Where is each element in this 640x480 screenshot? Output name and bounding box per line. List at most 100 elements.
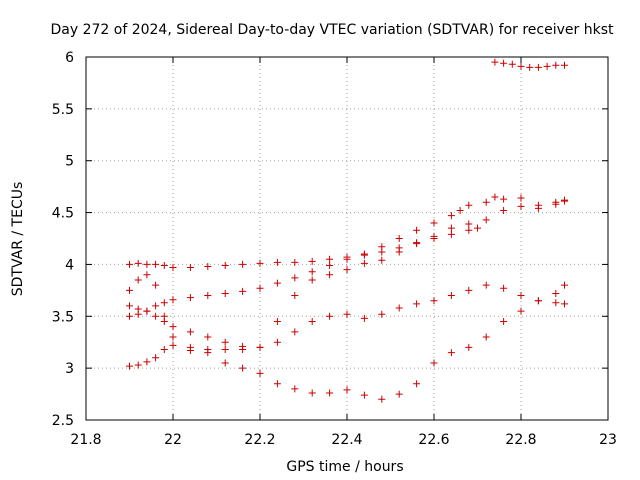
data-point xyxy=(447,230,455,238)
data-point xyxy=(169,264,177,272)
data-point xyxy=(152,260,160,268)
y-tick-label: 4 xyxy=(65,257,74,273)
y-axis-label: SDTVAR / TECUs xyxy=(10,182,26,297)
data-point xyxy=(291,385,299,393)
data-point xyxy=(360,391,368,399)
data-point xyxy=(552,61,560,69)
data-point xyxy=(500,59,508,67)
data-point xyxy=(186,347,194,355)
data-point xyxy=(160,299,168,307)
data-point xyxy=(152,312,160,320)
data-point xyxy=(134,361,142,369)
data-point xyxy=(308,317,316,325)
x-axis-label: GPS time / hours xyxy=(286,459,403,475)
y-tick-label: 6 xyxy=(65,50,74,66)
data-point xyxy=(308,257,316,265)
data-point xyxy=(343,386,351,394)
data-point xyxy=(256,259,264,267)
data-point xyxy=(169,341,177,349)
x-tick-label: 21.8 xyxy=(70,432,101,448)
data-point xyxy=(160,345,168,353)
data-point xyxy=(517,307,525,315)
data-point xyxy=(239,260,247,268)
data-point xyxy=(169,323,177,331)
chart-title: Day 272 of 2024, Sidereal Day-to-day VTE… xyxy=(51,22,614,38)
data-point xyxy=(491,193,499,201)
data-point xyxy=(413,380,421,388)
data-point xyxy=(126,362,133,370)
data-point xyxy=(186,294,194,302)
data-point xyxy=(239,287,247,295)
data-point xyxy=(517,194,525,202)
data-point xyxy=(378,310,386,318)
data-point xyxy=(256,284,264,292)
data-point xyxy=(152,281,160,289)
data-point xyxy=(360,259,368,267)
data-point xyxy=(534,63,542,71)
data-points xyxy=(126,58,568,403)
data-point xyxy=(534,297,542,305)
data-point xyxy=(126,260,133,268)
data-point xyxy=(126,312,133,320)
data-point xyxy=(456,206,464,214)
data-point xyxy=(273,317,281,325)
x-tick-label: 22.8 xyxy=(505,432,536,448)
data-point xyxy=(378,256,386,264)
x-tick-label: 23 xyxy=(599,432,617,448)
data-point xyxy=(500,195,508,203)
data-point xyxy=(221,345,229,353)
data-point xyxy=(308,268,316,276)
axis-ticks xyxy=(85,56,609,421)
data-point xyxy=(221,359,229,367)
data-point xyxy=(152,302,160,310)
data-point xyxy=(134,259,142,267)
data-point xyxy=(465,343,473,351)
data-point xyxy=(543,62,551,70)
data-point xyxy=(291,258,299,266)
data-point xyxy=(430,219,438,227)
data-point xyxy=(308,389,316,397)
data-point xyxy=(534,201,542,209)
data-point xyxy=(204,345,212,353)
data-point xyxy=(291,274,299,282)
y-tick-label: 3.5 xyxy=(52,309,74,325)
data-point xyxy=(134,276,142,284)
data-point xyxy=(143,260,151,268)
data-point xyxy=(291,328,299,336)
data-point xyxy=(482,281,490,289)
data-point xyxy=(143,307,151,315)
data-point xyxy=(204,263,212,271)
data-point xyxy=(465,226,473,234)
data-point xyxy=(239,345,247,353)
data-point xyxy=(186,328,194,336)
data-point xyxy=(413,300,421,308)
data-point xyxy=(186,264,194,272)
data-point xyxy=(395,390,403,398)
data-point xyxy=(526,63,534,71)
data-point xyxy=(308,276,316,284)
data-point xyxy=(239,364,247,372)
data-point xyxy=(343,310,351,318)
data-point xyxy=(134,305,142,313)
data-point xyxy=(482,216,490,224)
data-point xyxy=(561,281,568,289)
x-tick-label: 22 xyxy=(164,432,182,448)
x-tick-label: 22.4 xyxy=(331,432,362,448)
data-point xyxy=(447,292,455,300)
data-point xyxy=(430,297,438,305)
x-tick-label: 22.6 xyxy=(418,432,449,448)
data-point xyxy=(508,60,516,68)
data-point xyxy=(273,258,281,266)
data-point xyxy=(326,312,334,320)
data-point xyxy=(143,271,151,279)
data-point xyxy=(482,198,490,206)
data-point xyxy=(465,201,473,209)
data-point xyxy=(326,261,334,269)
data-point xyxy=(517,202,525,210)
data-point xyxy=(378,243,386,251)
data-point xyxy=(561,197,568,205)
data-point xyxy=(552,299,560,307)
data-point xyxy=(273,380,281,388)
data-point xyxy=(491,58,499,66)
